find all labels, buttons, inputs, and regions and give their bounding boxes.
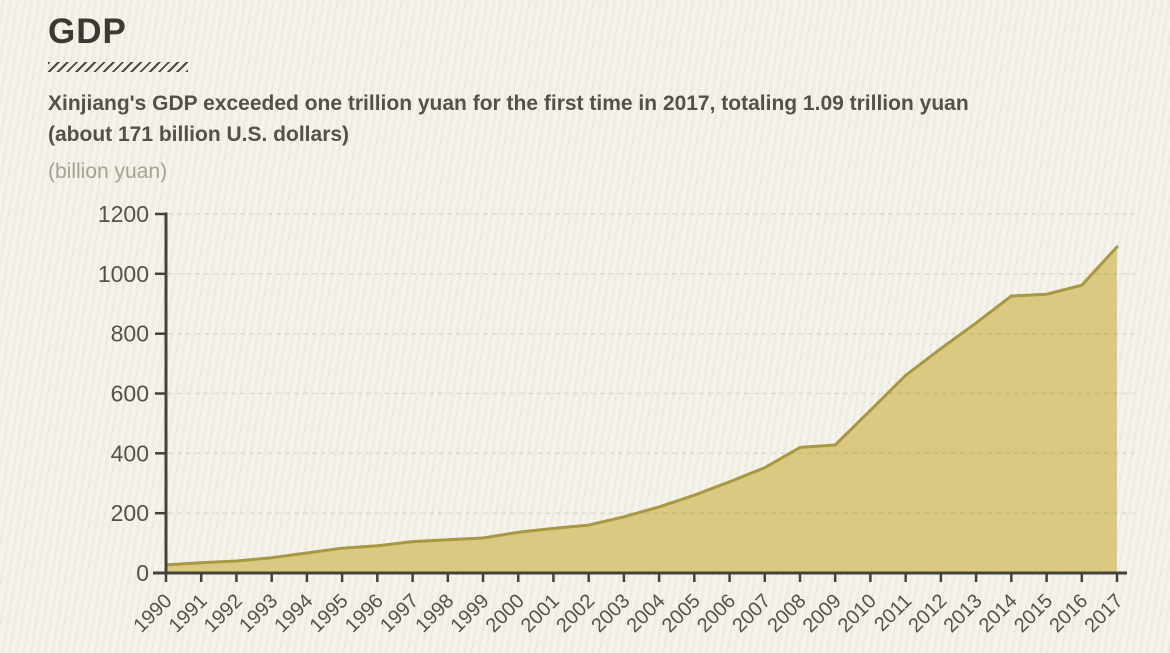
x-tick-label-2013: 2013 [940, 590, 987, 637]
x-tick-label-1998: 1998 [411, 590, 458, 637]
x-tick-label-2010: 2010 [834, 590, 881, 637]
x-tick-label-1990: 1990 [130, 590, 177, 637]
x-tick-label-2009: 2009 [799, 590, 846, 637]
x-tick-label-2006: 2006 [693, 590, 740, 637]
x-tick-label-2004: 2004 [623, 590, 670, 637]
subtitle-line-1: Xinjiang's GDP exceeded one trillion yua… [48, 92, 969, 115]
x-tick-label-2016: 2016 [1045, 590, 1092, 637]
x-tick-label-2002: 2002 [552, 590, 599, 637]
x-tick-label-2005: 2005 [658, 590, 705, 637]
x-tick-label-1999: 1999 [447, 590, 494, 637]
x-tick-label-2012: 2012 [904, 590, 951, 637]
y-axis-unit-label: (billion yuan) [48, 160, 168, 183]
x-tick-label-1997: 1997 [376, 590, 423, 637]
subtitle-line-2: (about 171 billion U.S. dollars) [48, 123, 350, 146]
x-tick-label-1995: 1995 [306, 590, 353, 637]
page-title: GDP [48, 12, 127, 51]
y-tick-label-800: 800 [111, 321, 149, 347]
x-tick-label-2001: 2001 [517, 590, 564, 637]
y-tick-label-1200: 1200 [98, 201, 149, 227]
gdp-line [164, 245, 1119, 567]
y-tick-label-0: 0 [136, 560, 149, 586]
x-tick-label-1994: 1994 [270, 590, 317, 637]
y-tick-label-600: 600 [111, 381, 149, 407]
chart-subtitle: Xinjiang's GDP exceeded one trillion yua… [48, 88, 1138, 150]
y-tick-label-400: 400 [111, 440, 149, 466]
x-tick-label-2007: 2007 [728, 590, 775, 637]
x-tick-label-1991: 1991 [165, 590, 212, 637]
gdp-area-fill [166, 246, 1117, 573]
y-tick-label-1000: 1000 [98, 261, 149, 287]
x-tick-label-2008: 2008 [764, 590, 811, 637]
x-tick-label-2003: 2003 [587, 590, 634, 637]
x-tick-label-2000: 2000 [482, 590, 529, 637]
x-tick-label-2017: 2017 [1081, 590, 1128, 637]
title-hatch-decoration [48, 62, 188, 72]
x-tick-label-1996: 1996 [341, 590, 388, 637]
x-tick-label-1993: 1993 [235, 590, 282, 637]
y-tick-label-200: 200 [111, 500, 149, 526]
x-tick-label-2015: 2015 [1010, 590, 1057, 637]
x-tick-label-2011: 2011 [870, 590, 916, 636]
x-tick-label-1992: 1992 [200, 590, 247, 637]
x-tick-label-2014: 2014 [975, 590, 1022, 637]
